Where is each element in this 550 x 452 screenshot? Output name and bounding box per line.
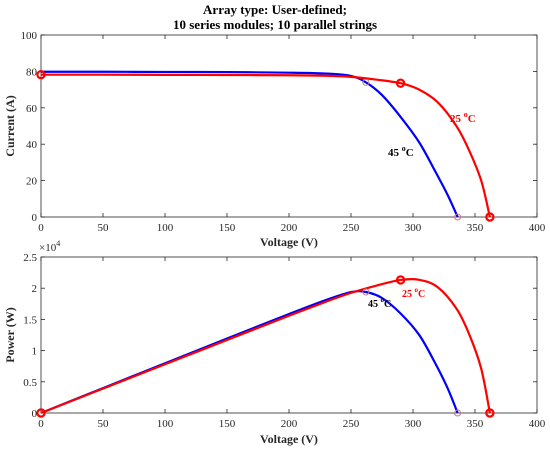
x-tick-label: 200 — [281, 222, 298, 234]
y-tick-label: 2 — [32, 283, 38, 295]
y-tick-label: 0.5 — [23, 377, 37, 389]
x-tick-label: 50 — [98, 222, 110, 234]
marker-45CC — [362, 288, 370, 296]
y-tick-label: 20 — [26, 176, 38, 188]
x-axis-label: Voltage (V) — [260, 432, 318, 446]
plot-area — [40, 256, 538, 414]
x-tick-label: 0 — [38, 418, 44, 430]
marker-25CC — [395, 275, 406, 285]
x-tick-label: 400 — [529, 418, 546, 430]
chart-panel-2: 0 50 100 150 200 250 300 350 400 0 0.5 1 1.5 2 2.5×104… — [3, 239, 546, 446]
y-tick-label: 1 — [32, 346, 38, 358]
y-tick-label: 0 — [32, 212, 38, 224]
chart-panel-1: 0 50 100 150 200 250 300 350 400 0 20 40 60 80 100 Volt… — [3, 30, 546, 249]
y-tick-label: 2.5 — [23, 252, 37, 264]
x-tick-label: 100 — [157, 418, 174, 430]
plot-area — [40, 34, 538, 218]
marker-25CC — [485, 408, 495, 418]
x-tick-label: 50 — [98, 418, 110, 430]
y-tick-label: 40 — [26, 139, 38, 151]
series-label-45CC: 45 oC — [368, 296, 391, 310]
marker-45CC — [362, 78, 370, 86]
marker-25CC — [36, 408, 46, 418]
x-axis-label: Voltage (V) — [260, 235, 318, 249]
x-tick-label: 150 — [219, 222, 236, 234]
marker-25CC — [36, 69, 46, 80]
series-label-25CC: 25 oC — [402, 286, 425, 300]
y-axis-label: Current (A) — [3, 95, 17, 156]
x-tick-label: 350 — [467, 222, 484, 234]
marker-25CC — [485, 212, 495, 222]
figure-title-line-1: Array type: User-defined; — [203, 2, 347, 17]
marker-45CC — [454, 409, 462, 417]
series-label-25CC: 25 oC — [450, 110, 476, 125]
x-tick-label: 300 — [405, 418, 422, 430]
x-tick-label: 150 — [219, 418, 236, 430]
series-label-45CC: 45 oC — [388, 144, 414, 159]
marker-25CC — [395, 78, 406, 88]
x-tick-label: 100 — [157, 222, 174, 234]
x-tick-label: 350 — [467, 418, 484, 430]
y-tick-label: 0 — [32, 408, 38, 420]
figure-title-line-2: 10 series modules; 10 parallel strings — [172, 17, 377, 32]
x-tick-label: 300 — [405, 222, 422, 234]
y-tick-label: 80 — [26, 66, 38, 78]
x-tick-label: 0 — [38, 222, 44, 234]
y-exponent-label: ×104 — [39, 239, 60, 254]
x-tick-label: 200 — [281, 418, 298, 430]
x-tick-label: 250 — [343, 222, 360, 234]
series-line-25CC — [41, 277, 491, 413]
y-tick-label: 60 — [26, 103, 38, 115]
y-tick-label: 1.5 — [23, 314, 37, 326]
series-line-25CC — [41, 73, 491, 217]
x-tick-label: 400 — [529, 222, 546, 234]
y-tick-label: 100 — [21, 30, 38, 42]
y-axis-label: Power (W) — [3, 307, 17, 362]
x-tick-label: 250 — [343, 418, 360, 430]
marker-45CC — [454, 213, 462, 221]
